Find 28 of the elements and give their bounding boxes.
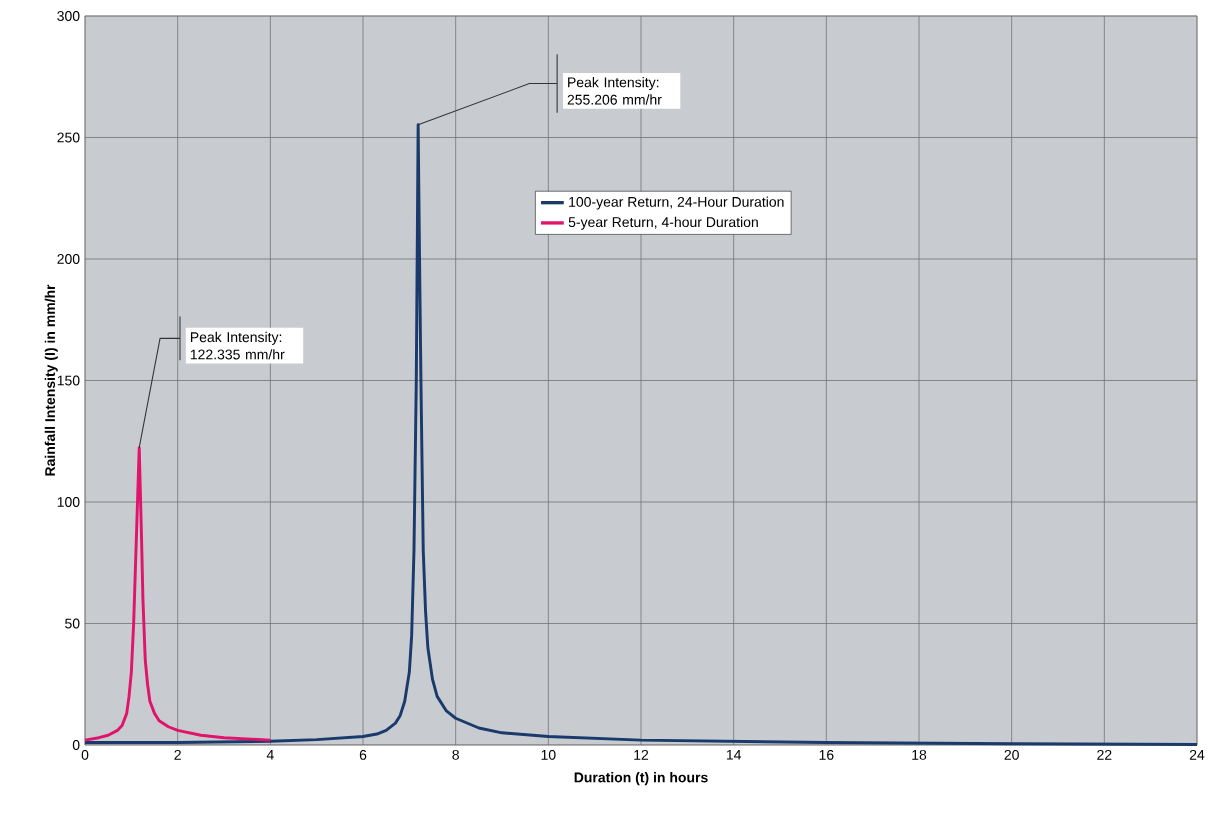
y-tick-label: 200 — [57, 254, 80, 264]
x-tick-label: 10 — [541, 749, 556, 760]
y-tick-label: 100 — [57, 497, 80, 507]
x-tick-label: 8 — [452, 749, 459, 760]
legend-label: 100-year Return, 24-Hour Duration — [569, 196, 784, 210]
y-tick-label: 300 — [57, 11, 80, 21]
y-tick-label: 150 — [57, 375, 80, 386]
line-series — [83, 123, 1199, 746]
legend-label: 5-year Return, 4-hour Duration — [568, 216, 758, 230]
x-axis-title: Duration (t) in hours — [574, 772, 708, 786]
y-tick-label: 50 — [65, 618, 80, 629]
x-tick-label: 6 — [359, 749, 367, 760]
annotation: Peak Intensity: 122.335 mm/hr — [190, 331, 285, 360]
x-tick-label: 18 — [912, 749, 927, 760]
annotation: Peak Intensity: 255.206 mm/hr — [567, 77, 662, 105]
x-tick-label: 2 — [174, 749, 181, 760]
x-tick-label: 22 — [1097, 749, 1112, 760]
x-tick-label: 0 — [81, 749, 89, 760]
x-tick-label: 14 — [726, 749, 742, 760]
x-tick-label: 20 — [1004, 749, 1019, 760]
line-series — [83, 446, 272, 742]
y-tick-label: 0 — [72, 740, 80, 750]
y-axis-title: Rainfall Intensity (I) in mm/hr — [44, 284, 58, 476]
x-tick-label: 12 — [634, 749, 649, 760]
x-tick-label: 16 — [819, 749, 834, 760]
x-tick-label: 24 — [1189, 749, 1205, 760]
x-tick-label: 4 — [266, 749, 274, 760]
y-tick-label: 250 — [57, 132, 80, 143]
